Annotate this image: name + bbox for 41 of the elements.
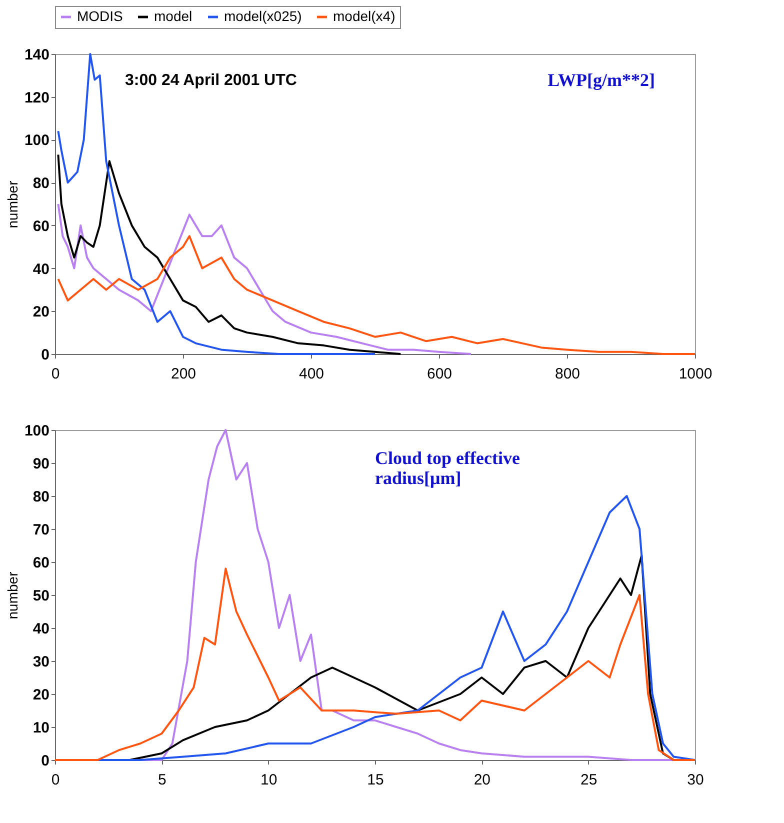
x-tick-label: 25 bbox=[580, 772, 598, 788]
legend-label: model(x025) bbox=[224, 8, 302, 24]
y-tick-label: 0 bbox=[41, 346, 50, 364]
x-tick-label: 15 bbox=[367, 772, 384, 788]
y-tick-label: 20 bbox=[32, 304, 50, 321]
x-tick-label: 400 bbox=[298, 366, 324, 382]
x-tick-label: 1000 bbox=[678, 366, 712, 382]
x-tick-label: 600 bbox=[426, 366, 452, 382]
y-tick-label: 10 bbox=[32, 720, 50, 736]
y-tick-label: 40 bbox=[32, 620, 50, 638]
legend-label: model(x4) bbox=[333, 8, 396, 24]
line-series bbox=[57, 203, 472, 355]
x-tick-label: 800 bbox=[554, 366, 580, 382]
x-tick-label: 20 bbox=[474, 772, 491, 788]
y-tick-label: 30 bbox=[32, 654, 50, 670]
x-tick-label: 200 bbox=[170, 366, 196, 382]
annotation: Cloud top effective radius[μm] bbox=[375, 448, 520, 488]
x-tick-label: 10 bbox=[260, 772, 278, 788]
x-tick-label: 30 bbox=[687, 772, 704, 788]
y-tick-label: 50 bbox=[32, 588, 50, 604]
annotation: 3:00 24 April 2001 UTC bbox=[125, 72, 298, 89]
legend-label: model bbox=[154, 8, 192, 24]
y-tick-label: 40 bbox=[32, 260, 50, 278]
y-tick-label: 100 bbox=[24, 132, 50, 150]
y-axis-title: number bbox=[4, 571, 20, 620]
y-tick-label: 120 bbox=[24, 89, 50, 106]
line-series bbox=[57, 154, 402, 355]
y-tick-label: 70 bbox=[32, 522, 50, 538]
y-tick-label: 60 bbox=[32, 218, 50, 235]
y-tick-label: 140 bbox=[24, 46, 50, 64]
x-tick-label: 5 bbox=[158, 772, 166, 788]
y-tick-label: 60 bbox=[32, 554, 50, 572]
y-tick-label: 20 bbox=[32, 686, 50, 704]
y-tick-label: 0 bbox=[41, 752, 50, 770]
legend-label: MODIS bbox=[77, 8, 123, 24]
y-tick-label: 80 bbox=[32, 175, 50, 192]
y-axis-title: number bbox=[4, 180, 20, 228]
y-tick-label: 90 bbox=[32, 456, 50, 472]
annotation: LWP[g/m**2] bbox=[548, 70, 655, 90]
y-tick-label: 80 bbox=[32, 488, 50, 506]
y-tick-label: 100 bbox=[24, 422, 50, 440]
